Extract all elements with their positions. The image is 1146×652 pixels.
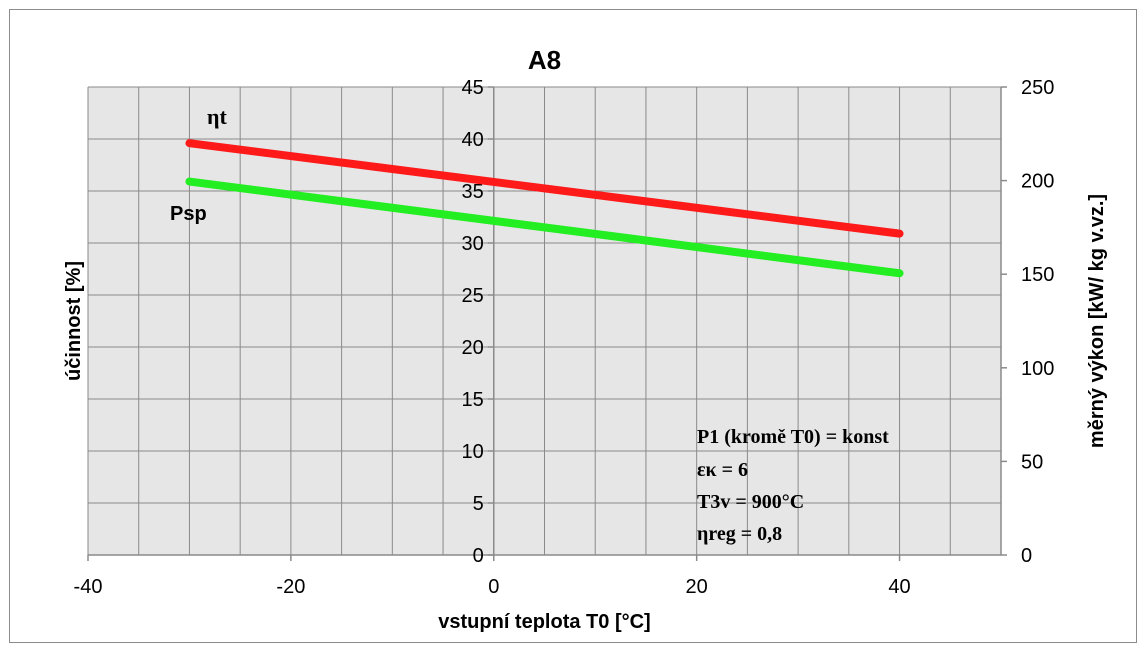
y-right-tick-label: 0 [1021,545,1032,567]
x-tick-label: 0 [488,576,499,598]
y-left-tick-label: 20 [462,337,484,359]
annotation-line-4: ηreg = 0,8 [697,523,782,545]
y-right-tick-label: 250 [1021,77,1054,99]
x-tick-label: -20 [276,576,305,598]
y-left-tick-label: 25 [462,285,484,307]
y-left-tick-label: 10 [462,441,484,463]
annotation-line-1: P1 (kromě T0) = konst [697,426,889,448]
annotation-line-3: T3v = 900°C [697,491,804,513]
y-right-tick-label: 100 [1021,358,1054,380]
series-line-0 [185,139,904,238]
y-right-tick-label: 150 [1021,264,1054,286]
y-axis-left-label: účinnost [%] [63,261,85,381]
series-label-eta-t: ηt [207,104,227,129]
y-right-tick-label: 50 [1021,451,1043,473]
series-group [185,139,904,278]
series-label-psp: Psp [170,203,207,225]
x-axis-label: vstupní teplota T0 [°C] [438,611,650,633]
y-left-tick-label: 40 [462,129,484,151]
y-axis-right-label: měrný výkon [kW/ kg v.vz.] [1086,194,1108,448]
y-right-tick-label: 200 [1021,171,1054,193]
y-left-tick-label: 35 [462,181,484,203]
y-left-tick-label: 45 [462,77,484,99]
x-tick-label: -40 [74,576,103,598]
annotation-line-2: εκ = 6 [697,459,748,481]
x-tick-label: 20 [686,576,708,598]
chart-title: A8 [528,45,561,75]
y-left-tick-label: 30 [462,233,484,255]
y-left-tick-label: 15 [462,389,484,411]
axes: -40 -20 0 20 40 0 5 10 15 20 25 30 35 40 45 0 50 100 150 20… [74,77,1055,598]
series-line-1 [185,177,904,278]
labels-group: A8 vstupní teplota T0 [°C] účinnost [%] … [63,45,1108,633]
x-tick-label: 40 [888,576,910,598]
y-left-tick-label: 0 [473,545,484,567]
y-left-tick-label: 5 [473,493,484,515]
